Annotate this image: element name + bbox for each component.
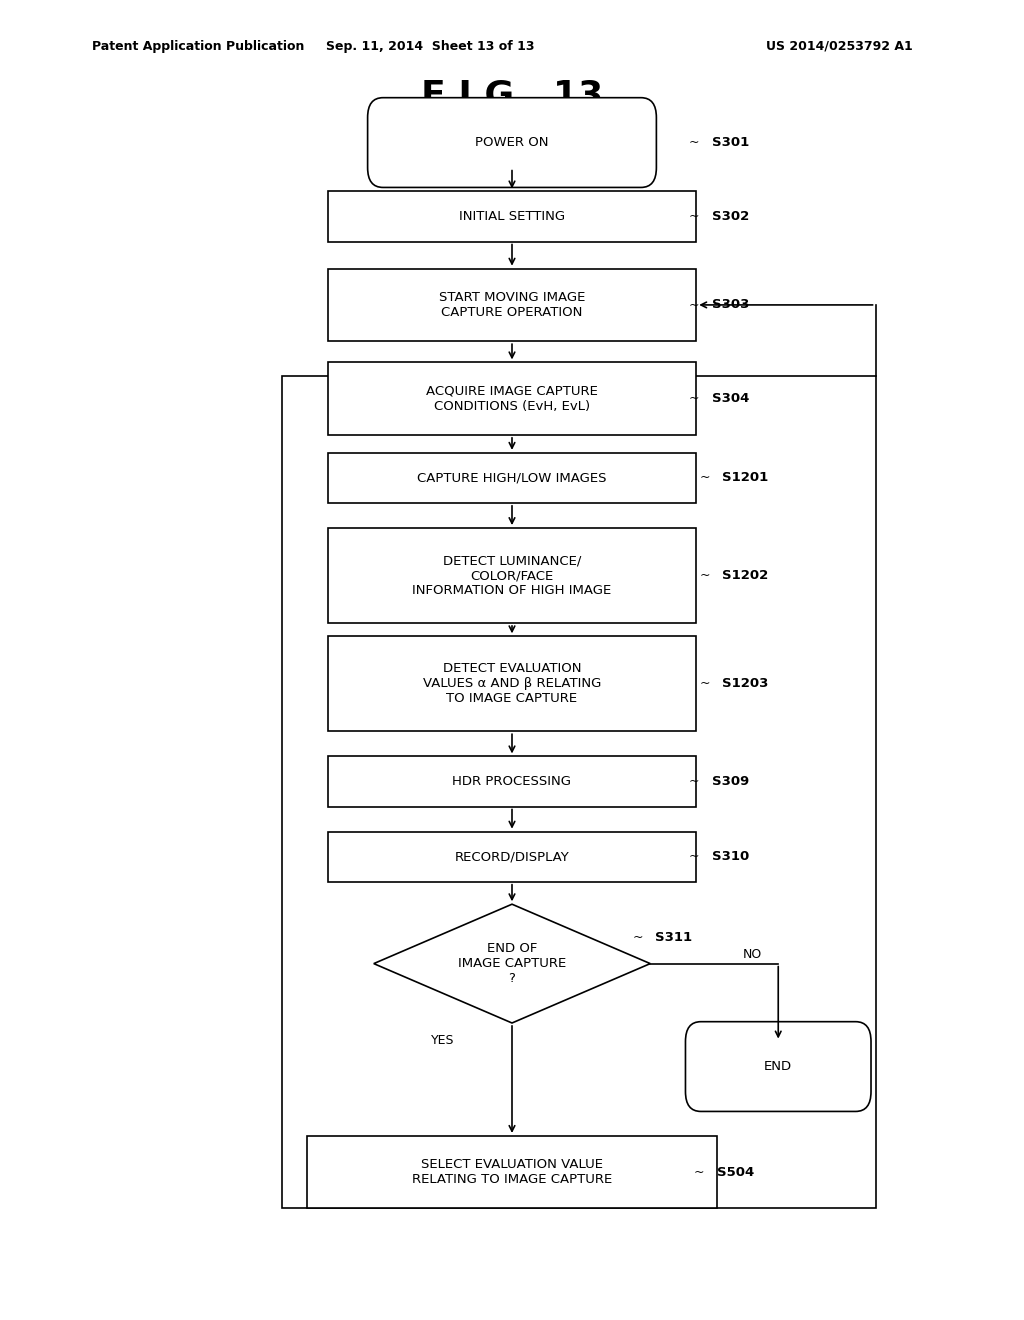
FancyBboxPatch shape xyxy=(328,528,696,623)
Text: ~: ~ xyxy=(699,677,710,690)
Text: ~: ~ xyxy=(699,471,710,484)
FancyBboxPatch shape xyxy=(328,191,696,242)
Text: S304: S304 xyxy=(712,392,749,405)
Text: POWER ON: POWER ON xyxy=(475,136,549,149)
Text: START MOVING IMAGE
CAPTURE OPERATION: START MOVING IMAGE CAPTURE OPERATION xyxy=(439,290,585,319)
Text: DETECT EVALUATION
VALUES α AND β RELATING
TO IMAGE CAPTURE: DETECT EVALUATION VALUES α AND β RELATIN… xyxy=(423,663,601,705)
Text: US 2014/0253792 A1: US 2014/0253792 A1 xyxy=(766,40,913,53)
Text: S301: S301 xyxy=(712,136,749,149)
Text: S311: S311 xyxy=(655,931,692,944)
Text: NO: NO xyxy=(742,948,762,961)
Text: ~: ~ xyxy=(689,850,699,863)
Text: ~: ~ xyxy=(689,298,699,312)
Text: F I G.  13: F I G. 13 xyxy=(421,78,603,112)
Text: INITIAL SETTING: INITIAL SETTING xyxy=(459,210,565,223)
Text: Sep. 11, 2014  Sheet 13 of 13: Sep. 11, 2014 Sheet 13 of 13 xyxy=(326,40,535,53)
Text: YES: YES xyxy=(431,1034,454,1047)
FancyBboxPatch shape xyxy=(328,636,696,731)
Polygon shape xyxy=(374,904,650,1023)
Text: S303: S303 xyxy=(712,298,749,312)
Text: ~: ~ xyxy=(689,775,699,788)
Text: S1203: S1203 xyxy=(722,677,768,690)
FancyBboxPatch shape xyxy=(328,453,696,503)
Text: END OF
IMAGE CAPTURE
?: END OF IMAGE CAPTURE ? xyxy=(458,942,566,985)
Text: ~: ~ xyxy=(694,1166,705,1179)
FancyBboxPatch shape xyxy=(328,832,696,882)
Text: ACQUIRE IMAGE CAPTURE
CONDITIONS (EvH, EvL): ACQUIRE IMAGE CAPTURE CONDITIONS (EvH, E… xyxy=(426,384,598,413)
Text: Patent Application Publication: Patent Application Publication xyxy=(92,40,304,53)
Text: END: END xyxy=(764,1060,793,1073)
FancyBboxPatch shape xyxy=(328,268,696,341)
Text: ~: ~ xyxy=(633,931,643,944)
Text: ~: ~ xyxy=(699,569,710,582)
Text: RECORD/DISPLAY: RECORD/DISPLAY xyxy=(455,850,569,863)
Text: S302: S302 xyxy=(712,210,749,223)
FancyBboxPatch shape xyxy=(368,98,656,187)
Text: ~: ~ xyxy=(689,392,699,405)
Text: S1201: S1201 xyxy=(722,471,768,484)
Bar xyxy=(282,376,876,1208)
FancyBboxPatch shape xyxy=(307,1135,717,1209)
Text: CAPTURE HIGH/LOW IMAGES: CAPTURE HIGH/LOW IMAGES xyxy=(417,471,607,484)
Text: DETECT LUMINANCE/
COLOR/FACE
INFORMATION OF HIGH IMAGE: DETECT LUMINANCE/ COLOR/FACE INFORMATION… xyxy=(413,554,611,597)
FancyBboxPatch shape xyxy=(328,362,696,436)
Text: S309: S309 xyxy=(712,775,749,788)
Text: ~: ~ xyxy=(689,210,699,223)
FancyBboxPatch shape xyxy=(685,1022,871,1111)
Text: S504: S504 xyxy=(717,1166,754,1179)
Text: S1202: S1202 xyxy=(722,569,768,582)
Text: SELECT EVALUATION VALUE
RELATING TO IMAGE CAPTURE: SELECT EVALUATION VALUE RELATING TO IMAG… xyxy=(412,1158,612,1187)
FancyBboxPatch shape xyxy=(328,756,696,807)
Text: HDR PROCESSING: HDR PROCESSING xyxy=(453,775,571,788)
Text: ~: ~ xyxy=(689,136,699,149)
Text: S310: S310 xyxy=(712,850,749,863)
